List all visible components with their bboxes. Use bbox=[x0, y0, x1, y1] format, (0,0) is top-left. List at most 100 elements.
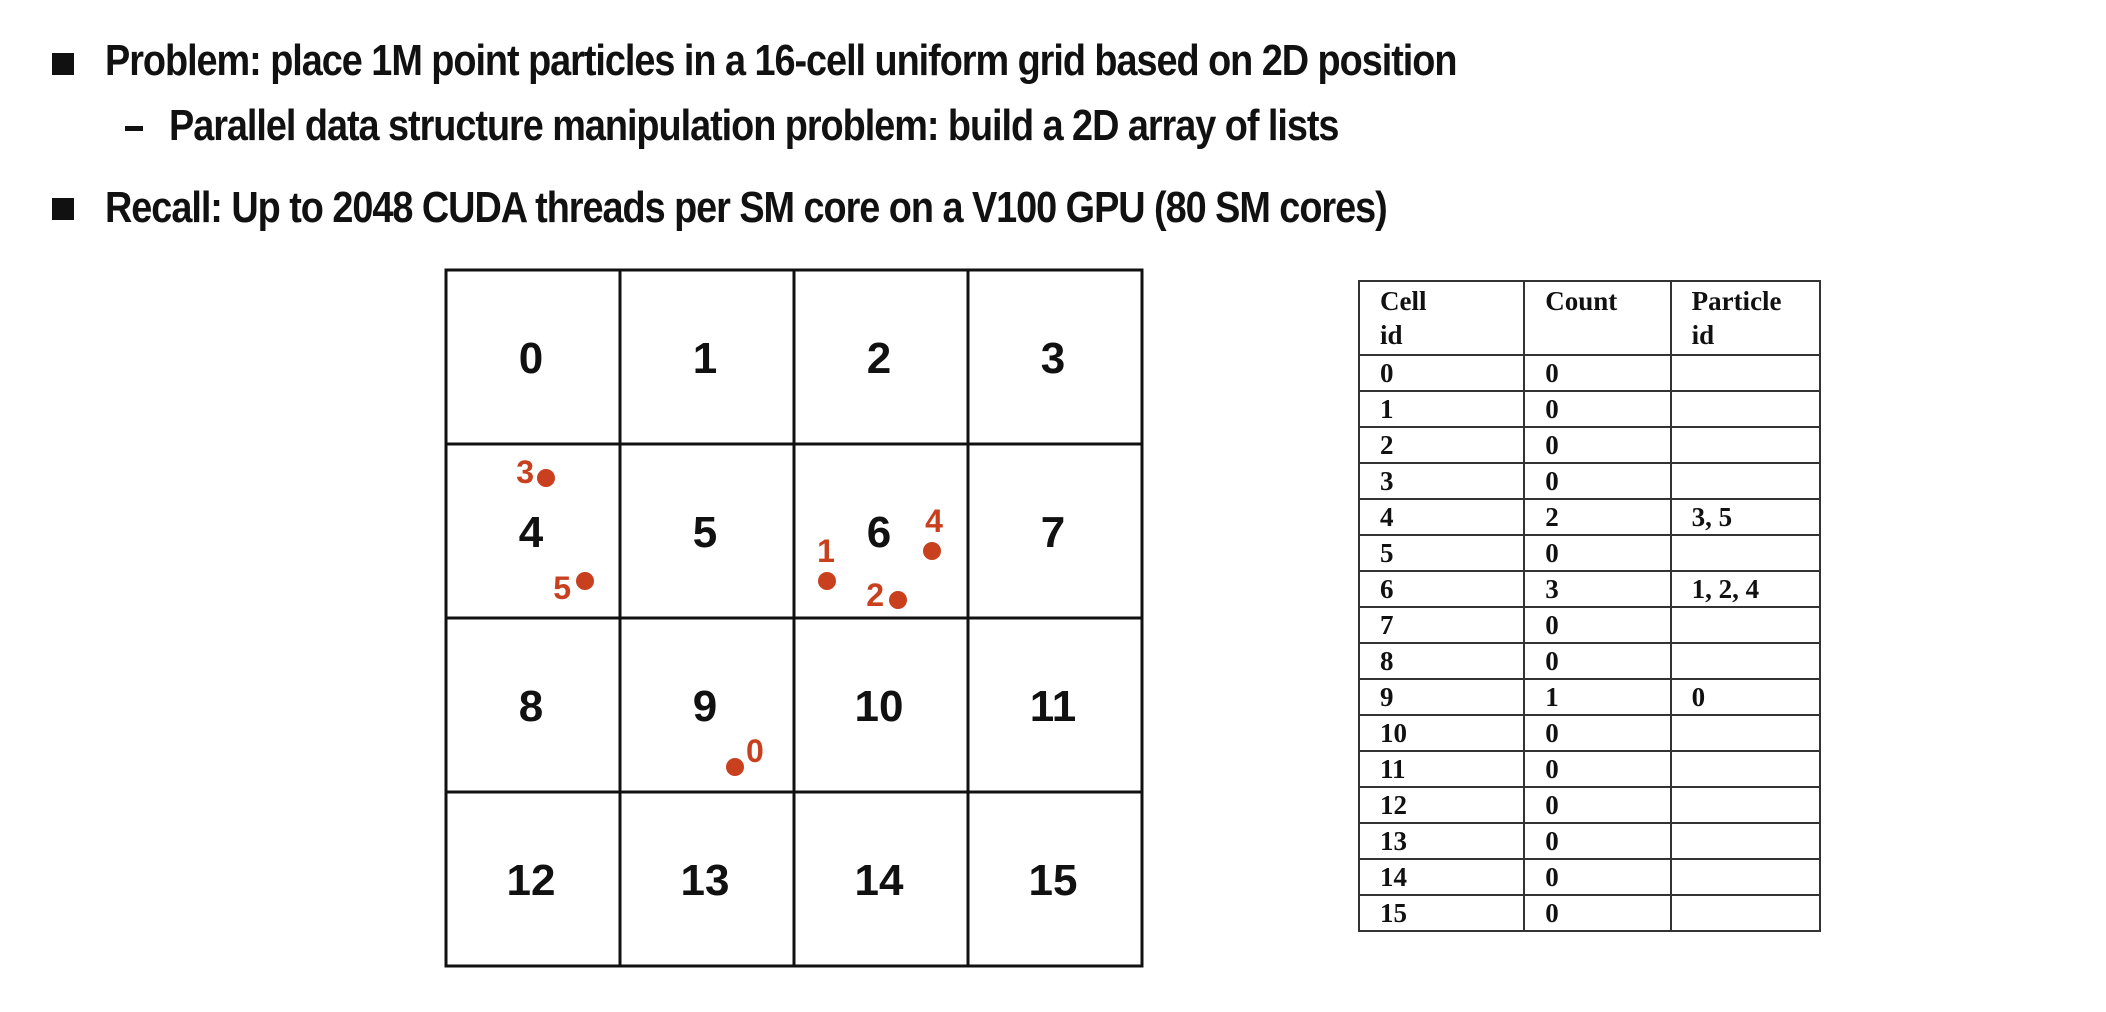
row-cell-id: 3 bbox=[1357, 462, 1526, 500]
header-count: Count bbox=[1523, 280, 1672, 356]
row-particle-ids bbox=[1669, 462, 1822, 500]
particle-dot bbox=[537, 469, 555, 487]
table-row: 6 3 1, 2, 4 bbox=[1357, 570, 1822, 608]
row-cell-id: 8 bbox=[1357, 642, 1526, 680]
row-count: 2 bbox=[1523, 498, 1672, 536]
row-cell-id: 10 bbox=[1357, 714, 1526, 752]
row-particle-ids bbox=[1669, 390, 1822, 428]
row-count: 0 bbox=[1523, 354, 1672, 392]
table-row: 13 0 bbox=[1357, 822, 1822, 860]
grid-cell-label: 12 bbox=[507, 856, 556, 905]
particle-label: 0 bbox=[746, 733, 764, 769]
row-particle-ids bbox=[1669, 642, 1822, 680]
particle-dot bbox=[889, 591, 907, 609]
grid-cell-label: 14 bbox=[855, 856, 904, 905]
grid-cell-label: 2 bbox=[867, 334, 891, 383]
table-row: 4 2 3, 5 bbox=[1357, 498, 1822, 536]
grid-cell-label: 15 bbox=[1029, 856, 1078, 905]
row-particle-ids bbox=[1669, 894, 1822, 932]
table-row: 15 0 bbox=[1357, 894, 1822, 932]
row-count: 0 bbox=[1523, 714, 1672, 752]
grid-cell-label: 6 bbox=[867, 508, 891, 557]
particle-label: 1 bbox=[817, 533, 835, 569]
table-row: 10 0 bbox=[1357, 714, 1822, 752]
row-count: 0 bbox=[1523, 462, 1672, 500]
row-cell-id: 12 bbox=[1357, 786, 1526, 824]
row-count: 0 bbox=[1523, 786, 1672, 824]
grid-cell-label: 11 bbox=[1030, 682, 1077, 731]
row-cell-id: 1 bbox=[1357, 390, 1526, 428]
row-cell-id: 15 bbox=[1357, 894, 1526, 932]
row-count: 0 bbox=[1523, 894, 1672, 932]
particle-dot bbox=[923, 542, 941, 560]
row-cell-id: 11 bbox=[1357, 750, 1526, 788]
table-row: 11 0 bbox=[1357, 750, 1822, 788]
row-count: 0 bbox=[1523, 534, 1672, 572]
row-particle-ids: 1, 2, 4 bbox=[1669, 570, 1822, 608]
grid-cell-label: 3 bbox=[1041, 334, 1065, 383]
particle-dot bbox=[818, 572, 836, 590]
row-cell-id: 7 bbox=[1357, 606, 1526, 644]
bullet-square-icon bbox=[52, 53, 74, 75]
particle-label: 5 bbox=[553, 570, 571, 606]
row-cell-id: 2 bbox=[1357, 426, 1526, 464]
row-particle-ids: 0 bbox=[1669, 678, 1822, 716]
grid-cell-label: 9 bbox=[693, 682, 717, 731]
row-cell-id: 0 bbox=[1357, 354, 1526, 392]
row-count: 0 bbox=[1523, 426, 1672, 464]
table-row: 12 0 bbox=[1357, 786, 1822, 824]
row-cell-id: 5 bbox=[1357, 534, 1526, 572]
row-cell-id: 9 bbox=[1357, 678, 1526, 716]
row-particle-ids bbox=[1669, 714, 1822, 752]
row-count: 0 bbox=[1523, 606, 1672, 644]
row-particle-ids: 3, 5 bbox=[1669, 498, 1822, 536]
row-cell-id: 4 bbox=[1357, 498, 1526, 536]
grid-particles: 0 12 3 4 5 bbox=[516, 454, 943, 776]
row-count: 0 bbox=[1523, 642, 1672, 680]
row-cell-id: 14 bbox=[1357, 858, 1526, 896]
header-cell-id: Cell id bbox=[1357, 280, 1526, 356]
recall-bullet-text: Recall: Up to 2048 CUDA threads per SM c… bbox=[105, 183, 1388, 232]
row-count: 0 bbox=[1523, 858, 1672, 896]
row-count: 3 bbox=[1523, 570, 1672, 608]
grid-lines bbox=[444, 268, 1144, 968]
row-count: 0 bbox=[1523, 390, 1672, 428]
grid-cell-label: 1 bbox=[693, 334, 717, 383]
row-particle-ids bbox=[1669, 606, 1822, 644]
row-particle-ids bbox=[1669, 858, 1822, 896]
row-particle-ids bbox=[1669, 426, 1822, 464]
row-count: 0 bbox=[1523, 750, 1672, 788]
bullet-square-icon bbox=[52, 198, 74, 220]
table-header-row: Cell id Count Particle id bbox=[1357, 280, 1822, 356]
row-cell-id: 6 bbox=[1357, 570, 1526, 608]
row-particle-ids bbox=[1669, 534, 1822, 572]
row-cell-id: 13 bbox=[1357, 822, 1526, 860]
header-particle-id: Particle id bbox=[1669, 280, 1822, 356]
row-particle-ids bbox=[1669, 822, 1822, 860]
row-particle-ids bbox=[1669, 354, 1822, 392]
particle-label: 3 bbox=[516, 454, 534, 490]
grid-cell-label: 7 bbox=[1041, 508, 1065, 557]
row-particle-ids bbox=[1669, 786, 1822, 824]
grid-cell-label: 10 bbox=[855, 682, 904, 731]
row-count: 1 bbox=[1523, 678, 1672, 716]
bullet-dash-icon bbox=[125, 126, 143, 131]
particle-label: 2 bbox=[866, 577, 884, 613]
grid-cell-label: 5 bbox=[693, 508, 717, 557]
table-row: 14 0 bbox=[1357, 858, 1822, 896]
problem-bullet-text: Problem: place 1M point particles in a 1… bbox=[105, 36, 1457, 85]
grid-cell-label: 8 bbox=[519, 682, 543, 731]
particle-dot bbox=[576, 572, 594, 590]
particle-label: 4 bbox=[925, 503, 943, 539]
